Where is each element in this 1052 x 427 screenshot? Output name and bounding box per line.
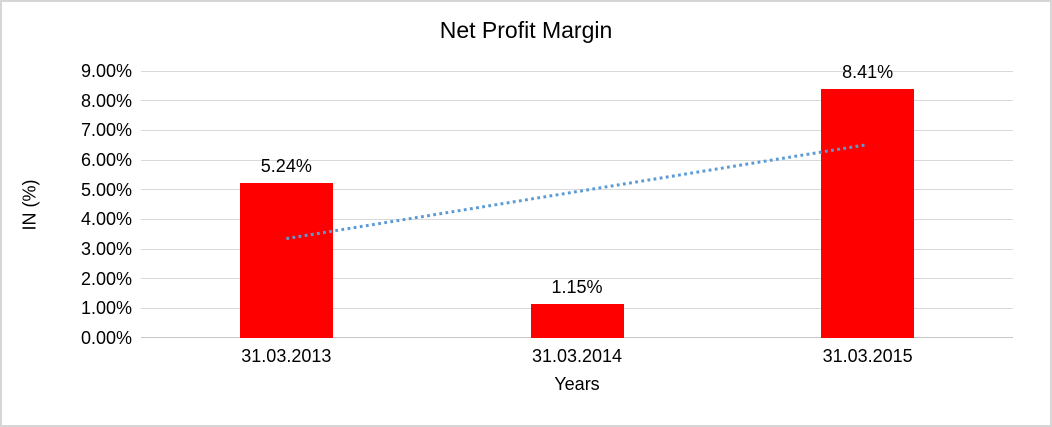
y-tick-label: 1.00% — [80, 298, 132, 319]
y-gridline — [141, 70, 1013, 72]
y-tick-label: 6.00% — [80, 150, 132, 170]
y-gridline — [141, 278, 1013, 280]
y-tick-label: 4.00% — [80, 209, 132, 230]
bar-31.03.2014 — [530, 303, 624, 338]
y-gridline — [141, 248, 1013, 250]
y-tick-label: 9.00% — [80, 61, 132, 81]
y-tick-label: 3.00% — [80, 239, 132, 259]
y-tick-label: 7.00% — [80, 120, 132, 141]
bar-31.03.2015 — [821, 88, 915, 338]
y-tick-label: 2.00% — [80, 268, 132, 289]
x-tick-label: 31.03.2014 — [531, 346, 623, 366]
bar-data-label: 8.41% — [842, 61, 894, 82]
y-tick-label: 5.00% — [80, 179, 132, 200]
y-axis-title-text: IN (%) — [19, 179, 40, 231]
y-tick-label: 8.00% — [80, 90, 132, 111]
x-axis-title: Years — [554, 374, 600, 394]
chart-title: Net Profit Margin — [439, 17, 613, 43]
y-tick-label: 0.00% — [80, 328, 132, 348]
bar-data-label: 5.24% — [260, 155, 312, 176]
bar-31.03.2013 — [239, 182, 333, 338]
x-tick-label: 31.03.2013 — [241, 346, 332, 366]
bar-data-label: 1.15% — [551, 276, 603, 297]
y-gridline — [141, 129, 1013, 131]
y-gridline — [141, 100, 1013, 102]
x-tick-label: 31.03.2015 — [822, 346, 913, 366]
